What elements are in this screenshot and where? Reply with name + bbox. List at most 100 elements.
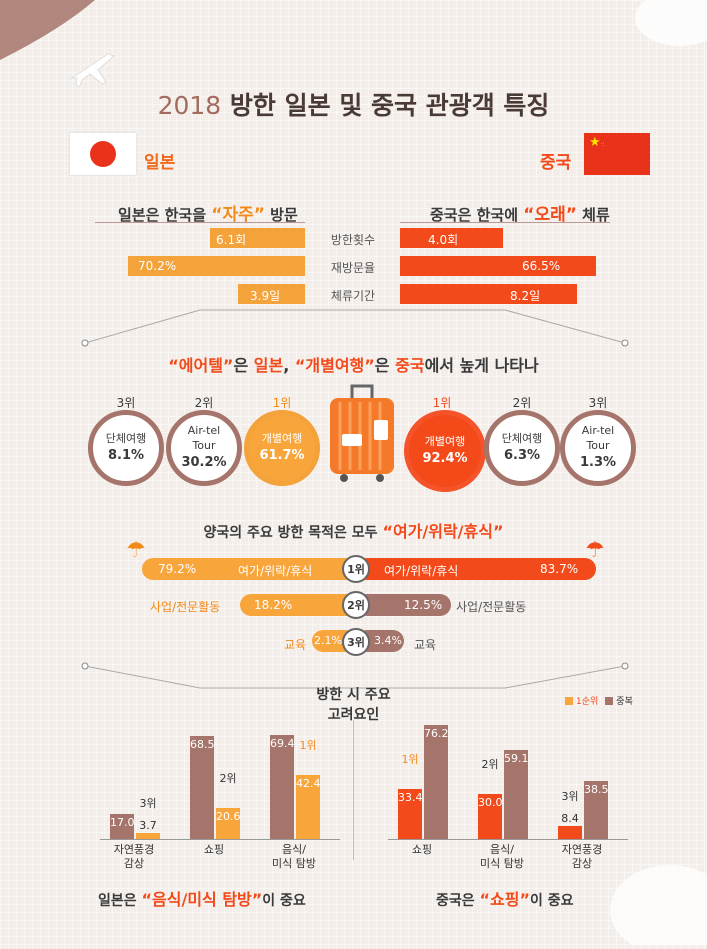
factor-rank-label: 1위 [401,752,419,766]
china-flag-icon: ★·: [584,133,650,175]
japan-purpose-name: 사업/전문활동 [150,600,221,614]
china-revisit-value: 66.5% [522,259,561,273]
bar-value-label: 69.4 [270,736,295,750]
japan-heading-highlight: “자주” [211,205,265,225]
factor-rank-label: 1위 [299,739,317,753]
bar-value-label: 3.7 [139,819,157,833]
china-group-tour-circle: 단체여행 6.3% [484,410,560,486]
japan-purpose-value: 18.2% [254,598,293,612]
factor-category-label: 자연풍경 감상 [113,843,155,870]
travel-head-text: 은 [374,356,390,375]
bar-value-label: 30.0 [478,796,503,809]
japan-purpose-2-pill: 18.2% [240,594,357,616]
legend-multi: 중복 [616,697,633,707]
china-stay-value: 8.2일 [510,289,541,303]
china-factor-chart: 33.4 76.2 1위 쇼핑 30.0 59.1 2위 음식/ 미식 탐방 8.4 38.5 3위… [388,719,628,870]
japan-purpose-name: 여가/위락/휴식 [238,564,313,578]
bar-first: 33.4 [398,788,423,839]
japan-purpose-value: 79.2% [158,562,197,576]
china-purpose-name: 교육 [414,638,437,652]
japan-fit-circle: 개별여행 61.7% [244,410,320,486]
japan-type-rank: 3위 [116,396,136,410]
type-name: 단체여행 [501,431,543,445]
compare-divider [400,222,610,223]
japan-type-rank: 2위 [194,396,214,410]
bar-multi: 38.5 [584,781,609,839]
bar-value-label: 42.4 [296,777,321,791]
travel-type-heading: “에어텔”은 일본, “개별여행”은 중국에서 높게 나타나 [0,352,707,376]
china-purpose-value: 12.5% [404,598,443,612]
suitcase-icon [326,384,398,488]
type-value: 30.2% [181,455,227,471]
china-revisit-bar: 66.5% [400,256,596,276]
china-type-rank: 1위 [432,396,452,410]
stay-label: 체류기간 [330,289,376,303]
bar-value-label: 59.1 [504,752,529,766]
type-value: 8.1% [107,447,145,463]
china-visits-bar: 4.0회 [400,228,503,248]
bar-first: 42.4 [296,775,321,839]
china-purpose-2-pill: 12.5% [356,594,451,616]
china-purpose-value: 3.4% [374,634,402,647]
legend-first: 1순위 [576,697,599,707]
bar-first: 30.0 [478,794,503,839]
china-purpose-value: 83.7% [540,562,579,576]
type-value: 6.3% [503,447,541,463]
china-fit-circle: 개별여행 92.4% [404,410,486,492]
factor-group: 30.0 59.1 2위 음식/ 미식 탐방 [476,719,548,870]
purpose-heading: 양국의 주요 방한 목적은 모두 “여가/위락/휴식” [0,518,707,542]
japan-flag-icon [70,133,136,175]
china-stay-heading: 중국은 한국에 “오래” 체류 [430,200,610,225]
china-stay-bar: 8.2일 [400,284,577,304]
china-conclusion-post: 이 중요 [530,893,574,909]
factor-rank-label: 3위 [561,790,579,804]
revisit-label: 재방문율 [330,261,376,275]
china-heading-post: 체류 [582,206,610,224]
type-value: 61.7% [259,447,305,463]
airplane-icon [68,48,118,92]
factor-title-line1: 방한 시 주요 [316,687,391,703]
legend-multi-swatch [605,696,614,705]
factor-category-label: 음식/ 미식 탐방 [272,843,316,870]
purpose-rank-badge: 2위 [342,591,370,619]
bar-value-label: 76.2 [424,726,449,740]
cloud-decoration [590,830,707,949]
japan-type-rank: 1위 [272,396,292,410]
bar-value-label: 68.5 [190,738,215,752]
bar-multi: 76.2 [424,724,449,839]
china-heading-pre: 중국은 한국에 [430,206,519,224]
travel-head-tail: 에서 높게 나타나 [424,356,539,375]
travel-head-text: 은 [233,356,249,375]
visits-label: 방한횟수 [330,233,376,247]
purpose-rank-badge: 1위 [342,555,370,583]
legend-first-swatch [565,696,573,705]
type-name: Air-tel Tour [187,424,221,453]
type-name: Air-tel Tour [581,424,615,453]
factor-rank-label: 2위 [481,758,499,771]
purpose-head-pre: 양국의 주요 방한 목적은 모두 [203,525,378,541]
fit-highlight: “개별여행” [294,356,375,375]
bar-multi: 17.0 [110,813,135,839]
china-airtel-circle: Air-tel Tour 1.3% [560,410,636,486]
type-name: 단체여행 [105,431,147,445]
china-heading-highlight: “오래” [523,205,577,225]
compare-divider [95,222,305,223]
umbrella-icon: ☂ [126,538,146,563]
chart-legend: 1순위 중복 [565,694,633,707]
japan-visits-value: 6.1회 [216,233,247,247]
type-value: 92.4% [422,450,468,466]
japan-revisit-value: 70.2% [138,259,177,273]
china-label: 중국 [540,153,572,173]
china-purpose-name: 여가/위락/휴식 [384,564,459,578]
bar-multi: 68.5 [190,736,215,839]
travel-head-comma: , [283,356,290,375]
japan-factor-chart: 17.0 3.7 3위 자연풍경 감상 68.5 20.6 2위 쇼핑 69.4 42.4 1위 음식… [100,719,340,870]
bar-value-label: 38.5 [584,783,609,797]
factor-title: 방한 시 주요 고려요인 [0,686,707,725]
factor-category-label: 쇼핑 [203,843,225,856]
factor-category-label: 자연풍경 감상 [561,843,603,870]
japan-conclusion: 일본은 “음식/미식 탐방”이 중요 [98,886,306,910]
section-separator [0,300,707,354]
airtel-highlight: “에어텔” [168,356,234,375]
